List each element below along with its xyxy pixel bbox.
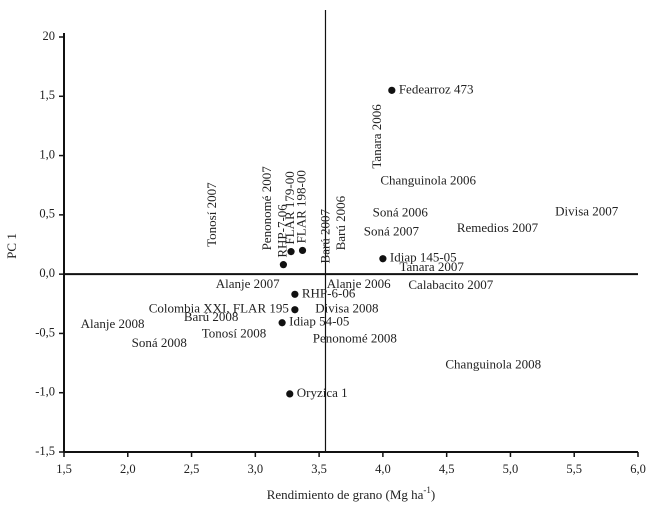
y-tick-label: 1,0 bbox=[39, 147, 55, 161]
environment-label: Tanara 2006 bbox=[369, 104, 384, 169]
environment-label: Barú 2007 bbox=[318, 208, 333, 263]
y-tick-label: 0,0 bbox=[39, 266, 55, 280]
y-axis-label: PC 1 bbox=[4, 233, 19, 259]
environment-label: Penonomé 2008 bbox=[313, 330, 397, 345]
x-tick-label: 4,0 bbox=[375, 462, 391, 476]
environment-label: Alanje 2007 bbox=[216, 276, 280, 291]
genotype-point bbox=[298, 246, 307, 255]
genotype-point bbox=[291, 290, 299, 298]
x-tick-label: 5,0 bbox=[503, 462, 519, 476]
environment-label: Soná 2007 bbox=[364, 224, 420, 239]
genotype-point bbox=[278, 319, 286, 327]
environment-label: Remedios 2007 bbox=[457, 220, 539, 235]
environment-label: Soná 2006 bbox=[373, 205, 429, 220]
environment-label: Calabacito 2007 bbox=[408, 277, 493, 292]
y-tick-label: -0,5 bbox=[35, 325, 55, 339]
x-tick-label: 2,5 bbox=[184, 462, 200, 476]
x-tick-label: 1,5 bbox=[56, 462, 72, 476]
environment-label: Penonomé 2007 bbox=[259, 166, 274, 251]
environment-label: Tonosí 2008 bbox=[202, 326, 266, 341]
x-tick-label: 3,5 bbox=[311, 462, 327, 476]
genotype-label: Fedearroz 473 bbox=[399, 81, 474, 96]
x-tick-label: 4,5 bbox=[439, 462, 455, 476]
genotype-label: Idiap 145-05 bbox=[390, 250, 457, 265]
y-tick-label: 1,5 bbox=[39, 88, 55, 102]
x-tick-label: 2,0 bbox=[120, 462, 136, 476]
genotype-label: FLAR 198-00 bbox=[294, 170, 309, 243]
genotype-label: RHP-6-06 bbox=[302, 285, 356, 300]
genotype-point bbox=[279, 261, 287, 269]
y-tick-label: 0,5 bbox=[39, 207, 55, 221]
environment-label: Divisa 2008 bbox=[315, 301, 378, 316]
x-axis-label: Rendimiento de grano (Mg ha-1) bbox=[267, 485, 436, 502]
environment-label: Changuinola 2008 bbox=[445, 356, 541, 371]
x-tick-label: 6,0 bbox=[630, 462, 646, 476]
x-tick-label: 3,0 bbox=[248, 462, 264, 476]
environment-label: Alanje 2006 bbox=[327, 276, 391, 291]
environment-label: Alanje 2008 bbox=[81, 316, 145, 331]
genotype-point bbox=[379, 255, 387, 263]
y-tick-label: -1,5 bbox=[35, 444, 55, 458]
genotype-label: RHP-7-06 bbox=[274, 204, 289, 258]
environment-label: Tonosí 2007 bbox=[204, 182, 219, 247]
genotype-label: Colombia XXI, FLAR 195 bbox=[149, 301, 289, 316]
genotype-label: FLAR 179-00 bbox=[282, 171, 297, 244]
genotype-label: Oryzica 1 bbox=[297, 385, 348, 400]
environment-label: Soná 2008 bbox=[132, 335, 187, 350]
environment-label: Barú 2006 bbox=[333, 195, 348, 250]
environment-label: Tanara 2007 bbox=[399, 259, 464, 274]
genotype-point bbox=[291, 306, 299, 314]
x-tick-label: 5,5 bbox=[566, 462, 582, 476]
environment-label: Changuinola 2006 bbox=[380, 173, 476, 188]
x-axis-label-text: Rendimiento de grano (Mg ha bbox=[267, 487, 424, 502]
genotype-point bbox=[388, 86, 396, 94]
x-axis-label-end: ) bbox=[431, 487, 435, 502]
environment-label: Barú 2008 bbox=[184, 309, 239, 324]
genotype-label: Idiap 54-05 bbox=[289, 314, 349, 329]
x-axis-label-sup: -1 bbox=[423, 485, 431, 495]
genotype-point bbox=[286, 390, 294, 398]
y-tick-label: -1,0 bbox=[35, 385, 55, 399]
y-tick-label: 20 bbox=[43, 29, 56, 43]
environment-label: Divisa 2007 bbox=[555, 203, 619, 218]
genotype-point bbox=[287, 248, 295, 256]
